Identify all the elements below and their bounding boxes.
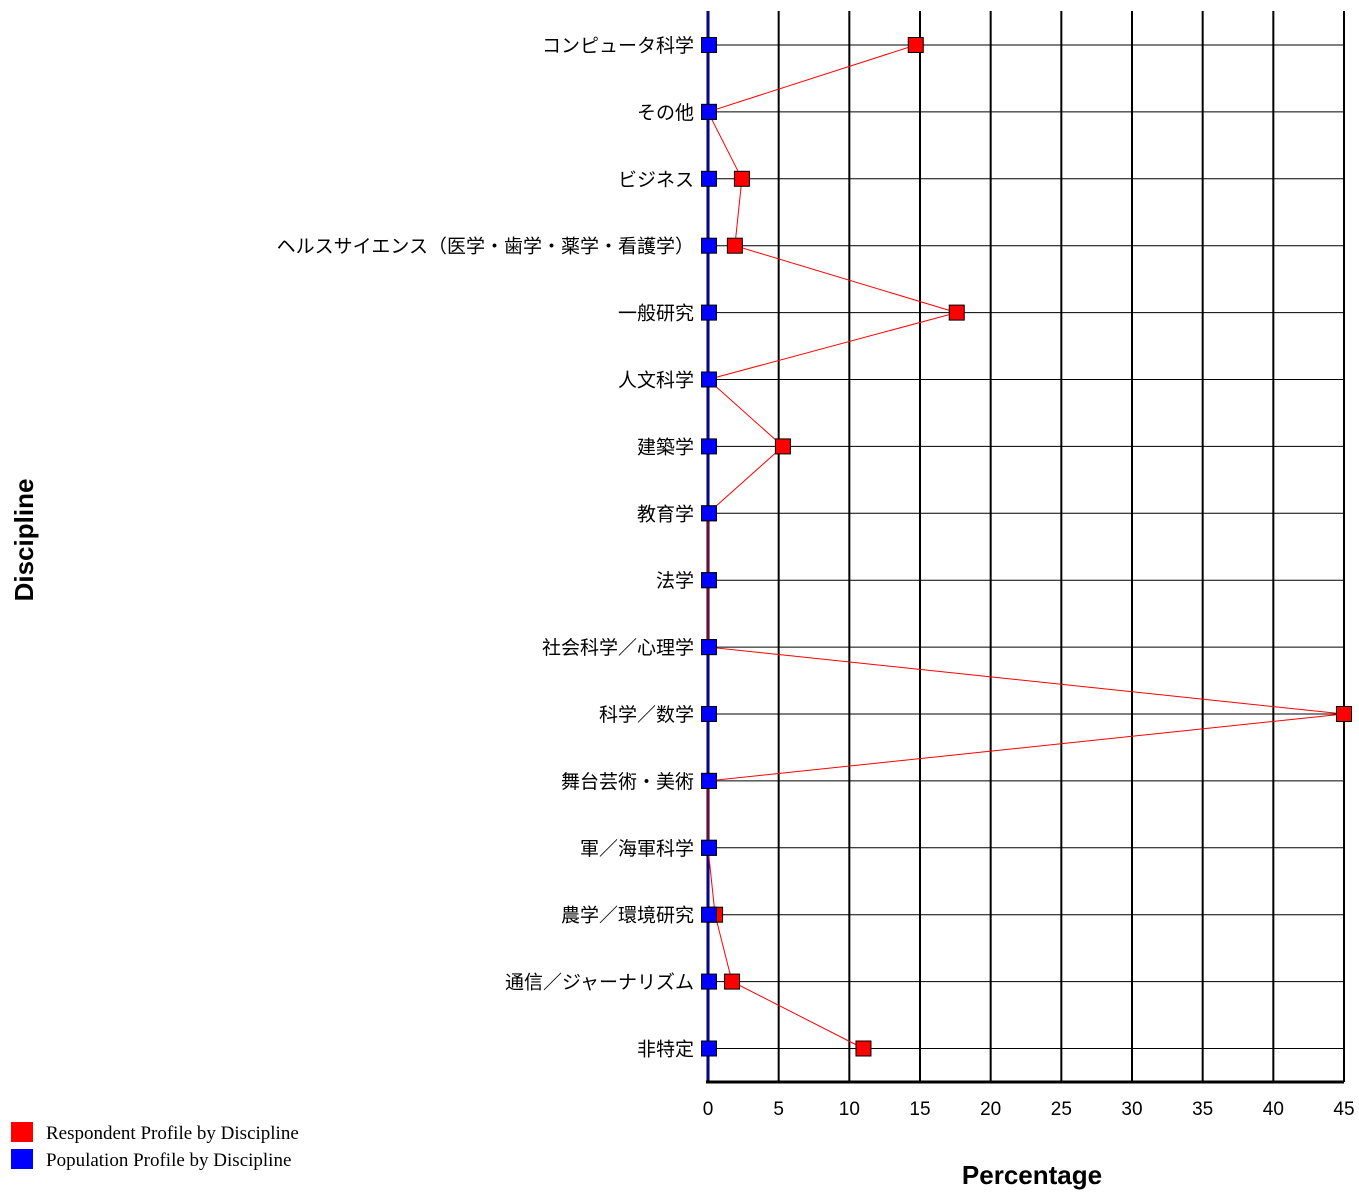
x-tick-label: 25 (1051, 1099, 1072, 1120)
population-marker (701, 170, 717, 187)
category-label: 一般研究 (618, 303, 694, 325)
population-marker (701, 505, 717, 522)
x-tick-label: 35 (1192, 1099, 1213, 1120)
population-marker (701, 772, 717, 789)
population-marker (701, 304, 717, 321)
x-tick-label: 30 (1121, 1099, 1142, 1120)
category-label: 非特定 (637, 1039, 694, 1061)
population-marker (701, 237, 717, 254)
x-tick-label: 40 (1263, 1099, 1284, 1120)
respondent-marker (726, 237, 743, 254)
category-label: 通信／ジャーナリズム (505, 972, 694, 994)
category-label: 法学 (656, 570, 694, 592)
population-marker (701, 371, 717, 388)
respondent-line (706, 44, 1345, 1049)
category-label: 人文科学 (618, 370, 694, 392)
category-label: ビジネス (618, 169, 694, 191)
population-marker (701, 1040, 717, 1057)
series-lines (706, 44, 1345, 1049)
category-label: 舞台芸術・美術 (561, 771, 694, 793)
category-label: ヘルスサイエンス（医学・歯学・薬学・看護学） (277, 236, 694, 258)
population-marker (701, 438, 717, 455)
respondent-marker (724, 973, 741, 990)
legend-label: Respondent Profile by Discipline (46, 1123, 299, 1144)
x-axis-title: Percentage (962, 1160, 1102, 1190)
category-label: 建築学 (637, 436, 694, 458)
population-marker (701, 37, 717, 53)
population-marker (701, 572, 717, 589)
legend: Respondent Profile by Discipline Populati… (11, 1122, 299, 1171)
x-tick-label: 10 (839, 1099, 860, 1120)
grid (707, 11, 1345, 1082)
x-tick-labels: 0 5 10 15 20 25 30 35 40 45 (703, 1099, 1355, 1120)
x-tick-label: 20 (980, 1099, 1001, 1120)
x-tick-label: 15 (909, 1099, 930, 1120)
legend-swatch (11, 1122, 33, 1142)
x-tick-label: 45 (1333, 1099, 1354, 1120)
respondent-marker (733, 170, 750, 187)
population-marker (701, 706, 717, 722)
category-label: 社会科学／心理学 (542, 637, 694, 659)
respondent-marker (1336, 706, 1352, 722)
respondent-marker (855, 1040, 872, 1057)
legend-label: Population Profile by Discipline (46, 1150, 291, 1171)
legend-swatch (11, 1149, 33, 1169)
x-tick-label: 5 (773, 1099, 784, 1120)
respondent-marker (907, 37, 924, 53)
population-marker (701, 973, 717, 990)
category-label: 農学／環境研究 (561, 905, 694, 927)
category-label: その他 (637, 102, 694, 124)
x-tick-label: 0 (703, 1099, 714, 1120)
y-axis-title: Discipline (9, 479, 39, 602)
category-label: 軍／海軍科学 (580, 838, 694, 860)
population-marker (701, 906, 717, 923)
category-label: 科学／数学 (599, 704, 694, 726)
category-label: コンピュータ科学 (542, 35, 694, 57)
respondent-marker (774, 438, 791, 455)
respondent-marker (948, 304, 965, 321)
population-marker (701, 639, 717, 656)
series-markers (701, 37, 1352, 1057)
population-marker (701, 103, 717, 120)
category-label: 教育学 (637, 503, 694, 525)
axes (706, 11, 1344, 1084)
population-marker (701, 839, 717, 856)
